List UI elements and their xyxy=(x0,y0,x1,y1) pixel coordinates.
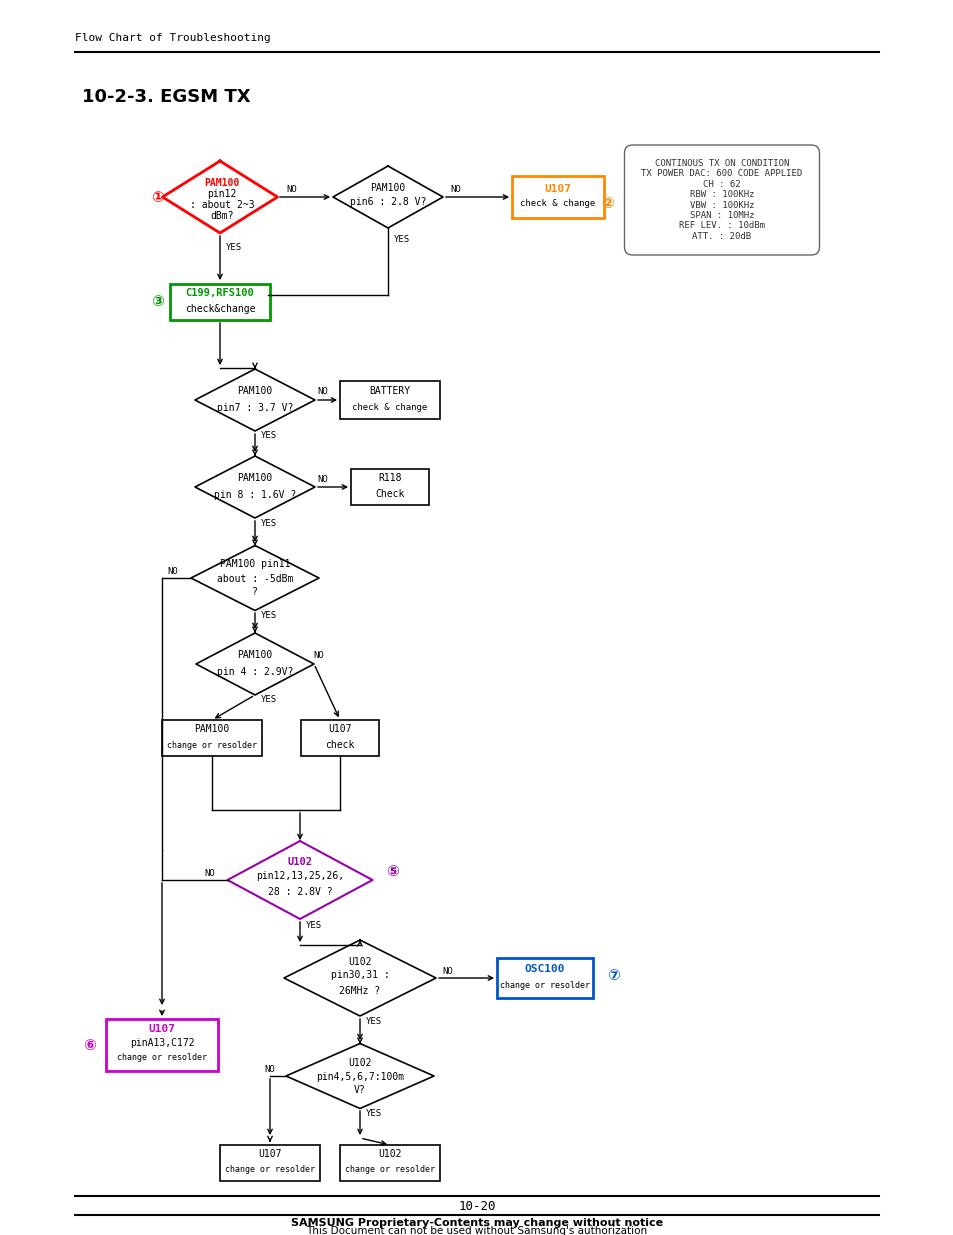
Text: ?: ? xyxy=(252,587,257,597)
Text: check & change: check & change xyxy=(352,403,427,411)
Text: U107: U107 xyxy=(328,724,352,734)
Text: PAM100 pin11: PAM100 pin11 xyxy=(219,559,290,569)
Text: pin7 : 3.7 V?: pin7 : 3.7 V? xyxy=(216,403,293,412)
Text: 26MHz ?: 26MHz ? xyxy=(339,986,380,995)
Polygon shape xyxy=(227,841,372,919)
Polygon shape xyxy=(284,940,436,1016)
Text: YES: YES xyxy=(394,236,410,245)
Bar xyxy=(170,284,270,320)
Text: ②: ② xyxy=(601,196,614,211)
Bar xyxy=(106,1019,218,1071)
Text: pin 8 : 1.6V ?: pin 8 : 1.6V ? xyxy=(213,490,295,500)
Text: change or resolder: change or resolder xyxy=(117,1053,207,1062)
Text: NO: NO xyxy=(264,1065,275,1073)
Text: YES: YES xyxy=(366,1109,382,1119)
Text: 28 : 2.8V ?: 28 : 2.8V ? xyxy=(268,887,332,897)
FancyBboxPatch shape xyxy=(624,144,819,254)
Bar xyxy=(351,469,429,505)
Text: check & change: check & change xyxy=(519,200,595,209)
Text: PAM100: PAM100 xyxy=(237,650,273,659)
Text: SAMSUNG Proprietary-Contents may change without notice: SAMSUNG Proprietary-Contents may change … xyxy=(291,1218,662,1228)
Text: U102: U102 xyxy=(287,857,313,867)
Text: CONTINOUS TX ON CONDITION
TX POWER DAC: 600 CODE APPLIED
CH : 62
RBW : 100KHz
VB: CONTINOUS TX ON CONDITION TX POWER DAC: … xyxy=(640,159,801,241)
Polygon shape xyxy=(333,165,442,228)
Text: OSC100: OSC100 xyxy=(524,965,565,974)
Text: NO: NO xyxy=(450,184,461,194)
Text: pin30,31 :: pin30,31 : xyxy=(331,969,389,981)
Text: PAM100: PAM100 xyxy=(237,473,273,483)
Text: U102: U102 xyxy=(377,1149,401,1158)
Text: pin12,13,25,26,: pin12,13,25,26, xyxy=(255,871,344,881)
Text: V?: V? xyxy=(354,1086,366,1095)
Text: C199,RFS100: C199,RFS100 xyxy=(186,288,254,298)
Bar xyxy=(162,720,262,756)
Text: YES: YES xyxy=(261,611,276,620)
Text: PAM100: PAM100 xyxy=(370,183,405,193)
Bar xyxy=(339,382,439,419)
Text: NO: NO xyxy=(317,388,328,396)
Text: YES: YES xyxy=(261,431,276,441)
Text: ⑦: ⑦ xyxy=(607,967,619,983)
Bar xyxy=(512,177,603,219)
Text: YES: YES xyxy=(261,519,276,527)
Text: BATTERY: BATTERY xyxy=(369,387,410,396)
Text: pin 4 : 2.9V?: pin 4 : 2.9V? xyxy=(216,667,293,677)
Text: YES: YES xyxy=(366,1018,382,1026)
Text: 10-2-3. EGSM TX: 10-2-3. EGSM TX xyxy=(82,88,251,106)
Text: check&change: check&change xyxy=(185,304,255,314)
Text: change or resolder: change or resolder xyxy=(167,741,256,750)
Text: Flow Chart of Troubleshooting: Flow Chart of Troubleshooting xyxy=(75,33,271,43)
Text: YES: YES xyxy=(306,920,322,930)
Text: PAM100: PAM100 xyxy=(237,387,273,396)
Text: NO: NO xyxy=(442,967,453,976)
Text: check: check xyxy=(325,740,355,750)
Text: YES: YES xyxy=(261,695,276,704)
Text: change or resolder: change or resolder xyxy=(225,1166,314,1174)
Text: U107: U107 xyxy=(149,1024,175,1034)
Text: NO: NO xyxy=(204,868,215,878)
Text: YES: YES xyxy=(226,242,242,252)
Text: U107: U107 xyxy=(544,184,571,194)
Text: ⑥: ⑥ xyxy=(84,1037,96,1052)
Text: U107: U107 xyxy=(258,1149,281,1158)
Text: pinA13,C172: pinA13,C172 xyxy=(130,1037,194,1049)
Bar xyxy=(339,1145,439,1181)
Polygon shape xyxy=(191,546,318,610)
Text: U102: U102 xyxy=(348,1058,372,1068)
Text: pin12: pin12 xyxy=(207,189,236,199)
Text: NO: NO xyxy=(168,567,178,576)
Text: U102: U102 xyxy=(348,957,372,967)
Text: NO: NO xyxy=(317,474,328,483)
Text: NO: NO xyxy=(314,652,324,661)
Polygon shape xyxy=(194,369,314,431)
Text: R118: R118 xyxy=(377,473,401,483)
Text: dBm?: dBm? xyxy=(210,211,233,221)
Polygon shape xyxy=(286,1044,434,1109)
Text: ①: ① xyxy=(152,189,164,205)
Text: about : -5dBm: about : -5dBm xyxy=(216,574,293,584)
Bar xyxy=(497,958,593,998)
Text: PAM100: PAM100 xyxy=(194,724,230,734)
Text: This Document can not be used without Samsung's authorization: This Document can not be used without Sa… xyxy=(306,1226,647,1235)
Polygon shape xyxy=(195,634,314,695)
Text: ③: ③ xyxy=(152,294,164,310)
Text: 10-20: 10-20 xyxy=(457,1200,496,1214)
Text: ⑤: ⑤ xyxy=(386,864,399,879)
Text: Check: Check xyxy=(375,489,404,499)
Text: change or resolder: change or resolder xyxy=(499,982,589,990)
Text: PAM100: PAM100 xyxy=(204,178,239,188)
Polygon shape xyxy=(194,456,314,517)
Polygon shape xyxy=(162,161,277,233)
Text: : about 2~3: : about 2~3 xyxy=(190,200,254,210)
Text: pin6 : 2.8 V?: pin6 : 2.8 V? xyxy=(350,198,426,207)
Text: NO: NO xyxy=(286,184,297,194)
Bar xyxy=(301,720,378,756)
Bar xyxy=(220,1145,319,1181)
Text: change or resolder: change or resolder xyxy=(345,1166,435,1174)
Text: pin4,5,6,7:100m: pin4,5,6,7:100m xyxy=(315,1072,404,1082)
